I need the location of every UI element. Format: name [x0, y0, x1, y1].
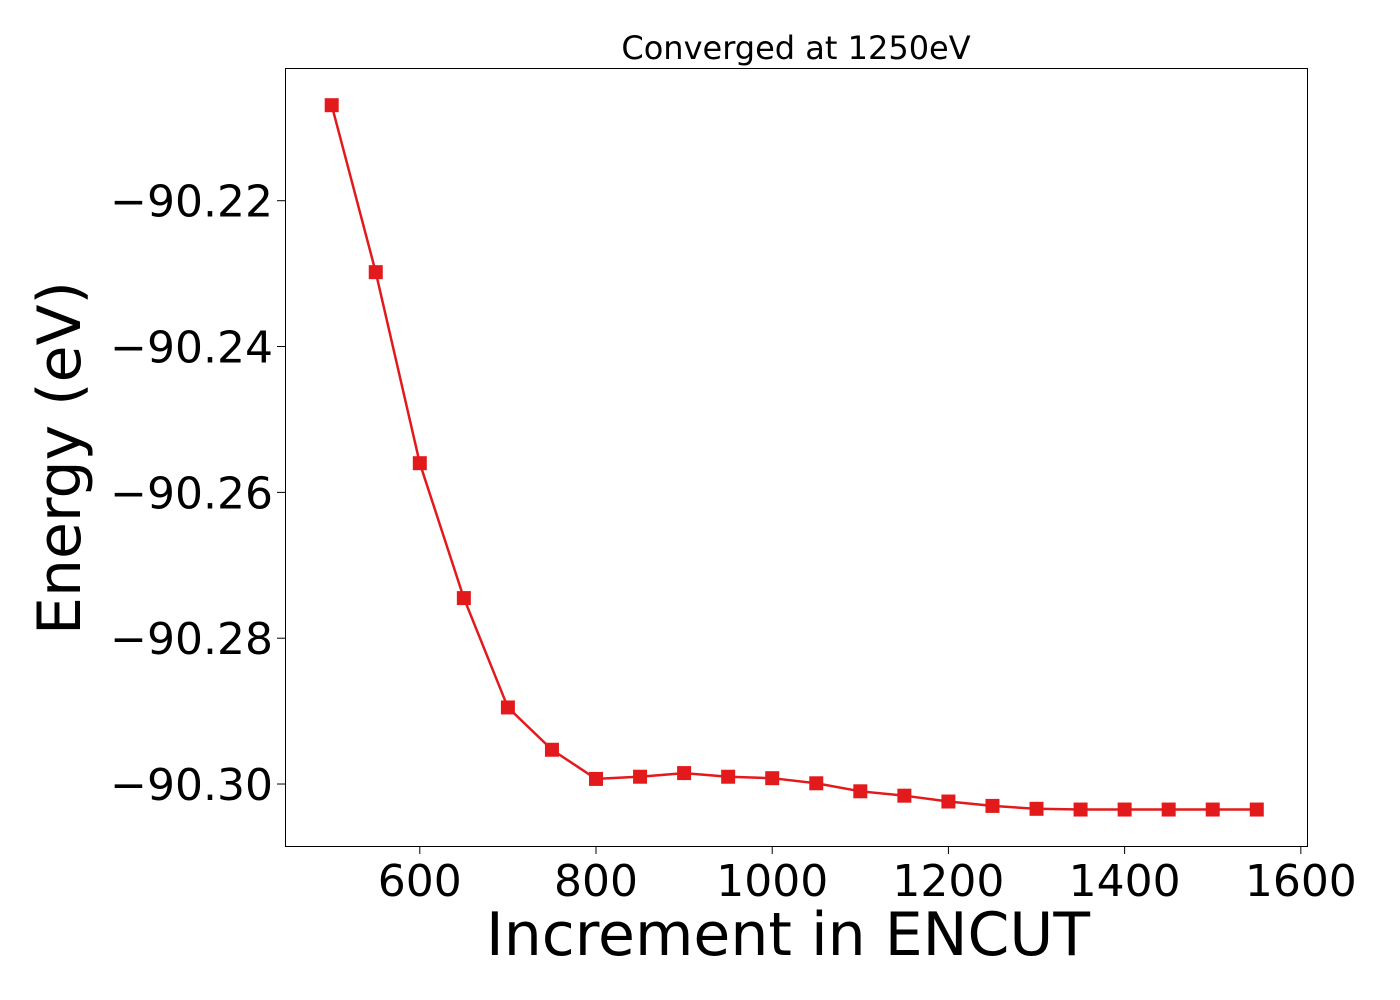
x-tick-label: 1600: [1245, 856, 1357, 907]
y-tick-label: −90.24: [110, 323, 273, 374]
y-axis-ticks: −90.22 −90.24 −90.26 −90.28 −90.30: [110, 177, 285, 811]
data-point-marker: [941, 794, 956, 809]
y-tick-label: −90.22: [110, 177, 273, 228]
plot-series: [324, 98, 1264, 817]
data-point-marker: [897, 788, 912, 803]
data-point-marker: [765, 771, 780, 786]
data-point-marker: [677, 766, 692, 781]
data-point-marker: [853, 784, 868, 799]
data-point-marker: [589, 771, 604, 786]
data-point-marker: [809, 776, 824, 791]
chart-title: Converged at 1250eV: [621, 29, 970, 67]
y-tick-label: −90.28: [110, 614, 273, 665]
x-tick-label: 1400: [1069, 856, 1181, 907]
y-tick-label: −90.30: [110, 760, 273, 811]
energy-series-line: [330, 104, 1257, 811]
data-point-marker: [456, 591, 471, 606]
x-tick-label: 1200: [892, 856, 1004, 907]
data-point-marker: [1117, 802, 1132, 817]
data-point-marker: [412, 456, 427, 471]
data-point-marker: [500, 700, 515, 715]
y-tick-label: −90.26: [110, 468, 273, 519]
x-axis-ticks: 600 800 1000 1200 1400 1600: [378, 846, 1357, 907]
data-point-marker: [1029, 801, 1044, 816]
data-point-marker: [324, 98, 339, 113]
data-point-marker: [1073, 802, 1088, 817]
x-tick-label: 800: [554, 856, 638, 907]
data-point-marker: [1249, 802, 1264, 817]
x-axis-label: Increment in ENCUT: [486, 900, 1090, 970]
x-tick-label: 1000: [716, 856, 828, 907]
plot-area-frame: [285, 68, 1308, 847]
data-point-marker: [633, 769, 648, 784]
data-point-marker: [985, 798, 1000, 813]
x-tick-label: 600: [378, 856, 462, 907]
data-point-marker: [721, 769, 736, 784]
data-point-marker: [1161, 802, 1176, 817]
data-point-marker: [1205, 802, 1220, 817]
data-point-marker: [368, 265, 383, 280]
data-point-marker: [544, 742, 559, 757]
y-axis-label: Energy (eV): [25, 281, 95, 635]
